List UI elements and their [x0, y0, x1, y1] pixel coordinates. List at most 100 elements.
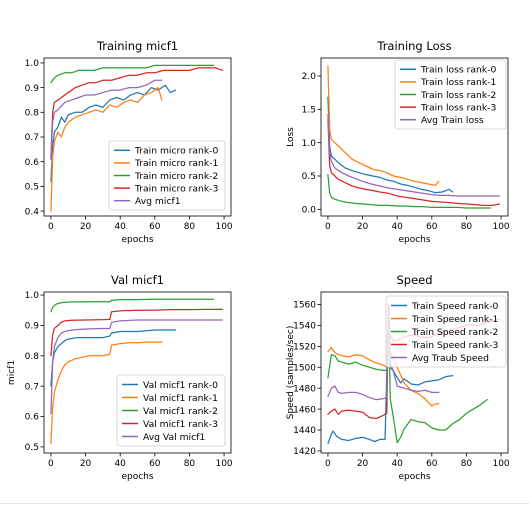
- legend-label: Train Speed rank-1: [411, 314, 498, 325]
- chart-title: Val micf1: [111, 273, 164, 287]
- legend-label: Avg micf1: [135, 196, 181, 207]
- chart-panel: Speed 0 20 40 60 80 100 1420 1440 1460 1480 1500 152…: [286, 273, 510, 482]
- y-tick-label: 0.4: [25, 207, 40, 217]
- x-axis-label: epochs: [121, 472, 153, 482]
- chart-title: Training Loss: [376, 39, 451, 53]
- legend-label: Avg Train loss: [421, 115, 484, 126]
- plot-frame: [43, 291, 232, 454]
- y-axis-label: Speed (samples/sec): [286, 326, 296, 420]
- y-tick-label: 1440: [293, 426, 316, 436]
- y-tick-label: 1420: [293, 447, 316, 457]
- x-tick-label: 100: [215, 459, 232, 469]
- y-tick-label: 0.5: [302, 172, 316, 182]
- series-line: [50, 298, 215, 313]
- chart-title: Speed: [396, 273, 432, 287]
- x-tick-label: 0: [48, 459, 54, 469]
- series-line: [327, 96, 454, 194]
- footer-divider: [0, 503, 529, 504]
- chart-panel: Training micf1 0 20 40 60 80 100 0.4 0.5 0.6 0.7 0.…: [25, 39, 233, 245]
- y-tick-label: 2.0: [302, 72, 317, 82]
- legend-box: [108, 140, 226, 211]
- x-tick-label: 100: [492, 222, 509, 232]
- y-axis-label: Loss: [286, 127, 296, 147]
- y-tick-label: 1460: [293, 405, 316, 415]
- y-tick-label: 0.6: [25, 413, 40, 423]
- x-axis-label: epochs: [398, 235, 430, 245]
- x-tick-label: 60: [426, 222, 438, 232]
- y-tick-label: 0.0: [302, 206, 317, 216]
- series-line: [50, 341, 163, 445]
- series-line: [50, 319, 223, 415]
- legend-label: Train loss rank-1: [420, 77, 496, 88]
- series-line: [327, 65, 440, 186]
- x-tick-label: 80: [461, 459, 473, 469]
- legend-label: Train loss rank-2: [420, 90, 496, 101]
- x-tick-label: 80: [184, 222, 196, 232]
- series-line: [50, 87, 163, 212]
- x-tick-label: 60: [149, 459, 161, 469]
- y-tick-label: 0.7: [25, 133, 39, 143]
- legend-box: [394, 59, 507, 130]
- y-tick-label: 1.0: [25, 59, 40, 69]
- x-tick-label: 60: [426, 459, 438, 469]
- legend-label: Train loss rank-3: [420, 102, 496, 113]
- y-tick-label: 0.5: [25, 443, 39, 453]
- x-tick-label: 0: [325, 222, 331, 232]
- series-line: [327, 114, 500, 197]
- y-tick-label: 1.0: [25, 291, 40, 301]
- x-tick-label: 80: [184, 459, 196, 469]
- legend-label: Val micf1 rank-1: [143, 393, 218, 404]
- y-tick-label: 1520: [293, 343, 316, 353]
- y-tick-label: 0.9: [25, 322, 40, 332]
- legend-label: Train micro rank-0: [134, 146, 218, 157]
- x-tick-label: 60: [149, 222, 161, 232]
- x-tick-label: 20: [80, 459, 92, 469]
- chart-panel: Training Loss 0 20 40 60 80 100 0.0 0.5 1.0 1.5 2.0…: [286, 39, 510, 245]
- plot-frame: [320, 57, 509, 217]
- series-line: [50, 84, 177, 183]
- legend-label: Train micro rank-3: [134, 183, 218, 194]
- legend-label: Train Speed rank-0: [411, 301, 499, 312]
- y-tick-label: 0.7: [25, 382, 39, 392]
- legend-box: [385, 295, 507, 368]
- legend-label: Val micf1 rank-3: [143, 419, 218, 430]
- legend-label: Train Speed rank-2: [411, 327, 498, 338]
- x-axis-label: epochs: [121, 235, 153, 245]
- series-line: [50, 79, 163, 160]
- x-tick-label: 20: [80, 222, 92, 232]
- y-tick-label: 0.8: [25, 352, 40, 362]
- series-line: [50, 67, 223, 158]
- series-line: [327, 309, 488, 444]
- x-axis-label: epochs: [398, 472, 430, 482]
- legend-label: Train micro rank-1: [134, 158, 218, 169]
- series-line: [50, 64, 215, 84]
- x-tick-label: 40: [391, 222, 403, 232]
- y-tick-label: 1.0: [302, 139, 317, 149]
- y-tick-label: 1560: [293, 301, 316, 311]
- x-tick-label: 20: [357, 222, 369, 232]
- x-tick-label: 40: [114, 222, 126, 232]
- chart-title: Training micf1: [96, 39, 178, 53]
- y-tick-label: 0.5: [25, 183, 39, 193]
- x-tick-label: 100: [215, 222, 232, 232]
- legend-label: Train micro rank-2: [134, 171, 218, 182]
- legend-label: Train Speed rank-3: [411, 340, 499, 351]
- series-line: [327, 174, 492, 209]
- x-tick-label: 100: [492, 459, 509, 469]
- legend-label: Avg Val micf1: [143, 432, 205, 443]
- y-axis-label: micf1: [7, 360, 17, 385]
- y-tick-label: 1500: [293, 363, 316, 373]
- legend-label: Avg Traub Speed: [412, 353, 489, 364]
- y-tick-label: 0.6: [25, 158, 40, 168]
- x-tick-label: 40: [391, 459, 403, 469]
- legend-label: Val micf1 rank-0: [143, 380, 218, 391]
- series-line: [50, 329, 177, 387]
- series-line: [50, 308, 223, 357]
- y-tick-label: 0.9: [25, 84, 40, 94]
- x-tick-label: 40: [114, 459, 126, 469]
- plot-frame: [320, 291, 509, 454]
- y-tick-label: 0.8: [25, 109, 40, 119]
- x-tick-label: 20: [357, 459, 369, 469]
- y-tick-label: 1480: [293, 384, 316, 394]
